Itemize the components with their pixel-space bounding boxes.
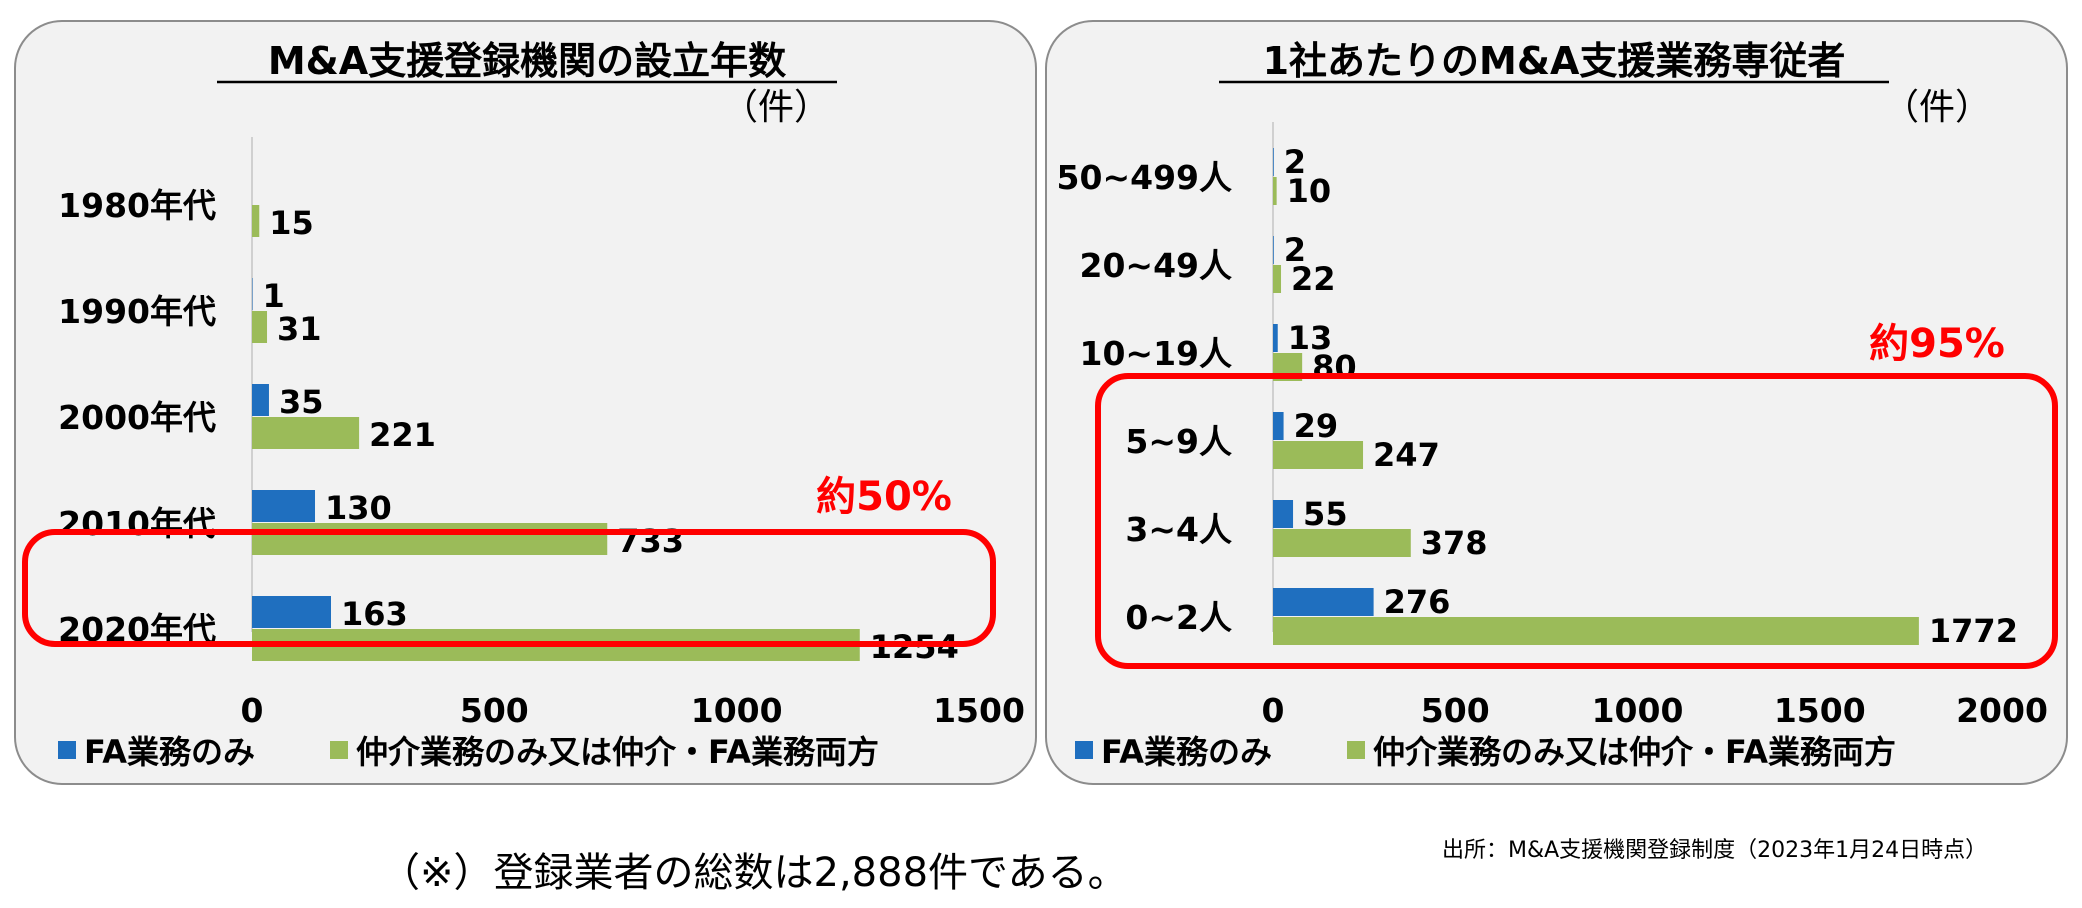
x-tick-label: 0 [241, 691, 264, 730]
category-label: 10~19人 [1080, 334, 1233, 373]
data-label: 378 [1421, 524, 1488, 562]
x-tick-label: 0 [1262, 691, 1285, 730]
category-label: 20~49人 [1080, 246, 1233, 285]
category-label: 1980年代 [58, 186, 216, 225]
data-label: 163 [341, 595, 408, 633]
category-label: 2010年代 [58, 504, 216, 543]
legend-label-intermediary: 仲介業務のみ又は仲介・FA業務両方 [356, 733, 879, 771]
unit-label: （件） [1883, 87, 1991, 128]
data-label: 130 [325, 489, 392, 527]
bar-intermediary [1273, 265, 1282, 293]
data-label: 1 [262, 277, 284, 315]
x-tick-label: 1500 [933, 691, 1025, 730]
category-label: 0~2人 [1125, 598, 1232, 637]
bar-intermediary [252, 417, 360, 449]
category-label: 5~9人 [1125, 422, 1232, 461]
x-tick-label: 2000 [1956, 691, 2048, 730]
data-label: 247 [1373, 436, 1440, 474]
legend-swatch-fa [58, 741, 76, 759]
legend-swatch-fa [1075, 741, 1093, 759]
data-label: 221 [369, 416, 436, 454]
bar-intermediary [1273, 441, 1364, 469]
source-note: 出所：M&A支援機関登録制度（2023年1月24日時点） [1442, 838, 1988, 863]
legend-swatch-intermediary [330, 741, 348, 759]
data-label: 13 [1288, 319, 1333, 357]
data-label: 276 [1384, 583, 1451, 621]
chart-establishment-years: M&A支援登録機関の設立年数（件） 1980年代 15 1990年代 131 2000年代… [22, 39, 1025, 771]
bar-fa-only [1273, 324, 1278, 352]
data-label: 35 [279, 383, 324, 421]
annotation-label: 約95% [1869, 321, 2005, 367]
highlight-box [1095, 373, 2058, 669]
footnote: （※）登録業者の総数は2,888件である。 [380, 850, 1128, 896]
bar-fa-only [1273, 148, 1274, 176]
data-label: 80 [1312, 348, 1357, 386]
x-tick-label: 500 [1421, 691, 1490, 730]
bar-fa-only [1273, 588, 1374, 616]
data-label: 29 [1294, 407, 1339, 445]
bar-fa-only [252, 490, 316, 522]
legend-label-intermediary: 仲介業務のみ又は仲介・FA業務両方 [1373, 733, 1896, 771]
category-label: 3~4人 [1125, 510, 1232, 549]
x-tick-label: 1500 [1774, 691, 1866, 730]
data-label: 10 [1287, 172, 1332, 210]
data-label: 2 [1284, 143, 1306, 181]
x-tick-label: 1000 [691, 691, 783, 730]
data-label: 733 [617, 522, 684, 560]
chart-panel-staff-count: 1社あたりのM&A支援業務専従者 （件） 50~499人 2 10 20~49人 2 22 10… [1045, 20, 2068, 785]
category-label: 50~499人 [1057, 158, 1232, 197]
bar-intermediary [252, 311, 268, 343]
unit-label: （件） [722, 87, 830, 128]
data-label: 1772 [1929, 612, 2018, 650]
bar-fa-only [252, 596, 332, 628]
highlight-box [22, 529, 996, 647]
annotation-label: 約50% [816, 474, 952, 520]
category-label: 1990年代 [58, 292, 216, 331]
bar-intermediary [252, 523, 608, 555]
legend-label-fa: FA業務のみ [84, 733, 255, 771]
bar-fa-only [1273, 412, 1284, 440]
data-label: 31 [277, 310, 322, 348]
bar-fa-only [1273, 500, 1294, 528]
bar-intermediary [1273, 177, 1277, 205]
bar-intermediary [1273, 529, 1411, 557]
data-label: 55 [1303, 495, 1348, 533]
chart-title: 1社あたりのM&A支援業務専従者 [1263, 39, 1846, 83]
chart-panel-establishment-years: M&A支援登録機関の設立年数 （件） 1980年代 15 1990年代 1 31 2000年代… [14, 20, 1037, 785]
data-label: 15 [269, 204, 314, 242]
bar-fa-only [1273, 236, 1274, 264]
x-tick-label: 500 [460, 691, 529, 730]
category-label: 2000年代 [58, 398, 216, 437]
bar-intermediary [1273, 617, 1919, 645]
bar-intermediary [252, 205, 260, 237]
bar-fa-only [252, 384, 269, 416]
data-label: 2 [1284, 231, 1306, 269]
legend-label-fa: FA業務のみ [1101, 733, 1272, 771]
legend-swatch-intermediary [1347, 741, 1365, 759]
x-tick-label: 1000 [1592, 691, 1684, 730]
data-label: 22 [1291, 260, 1336, 298]
chart-title: M&A支援登録機関の設立年数 [268, 39, 786, 83]
